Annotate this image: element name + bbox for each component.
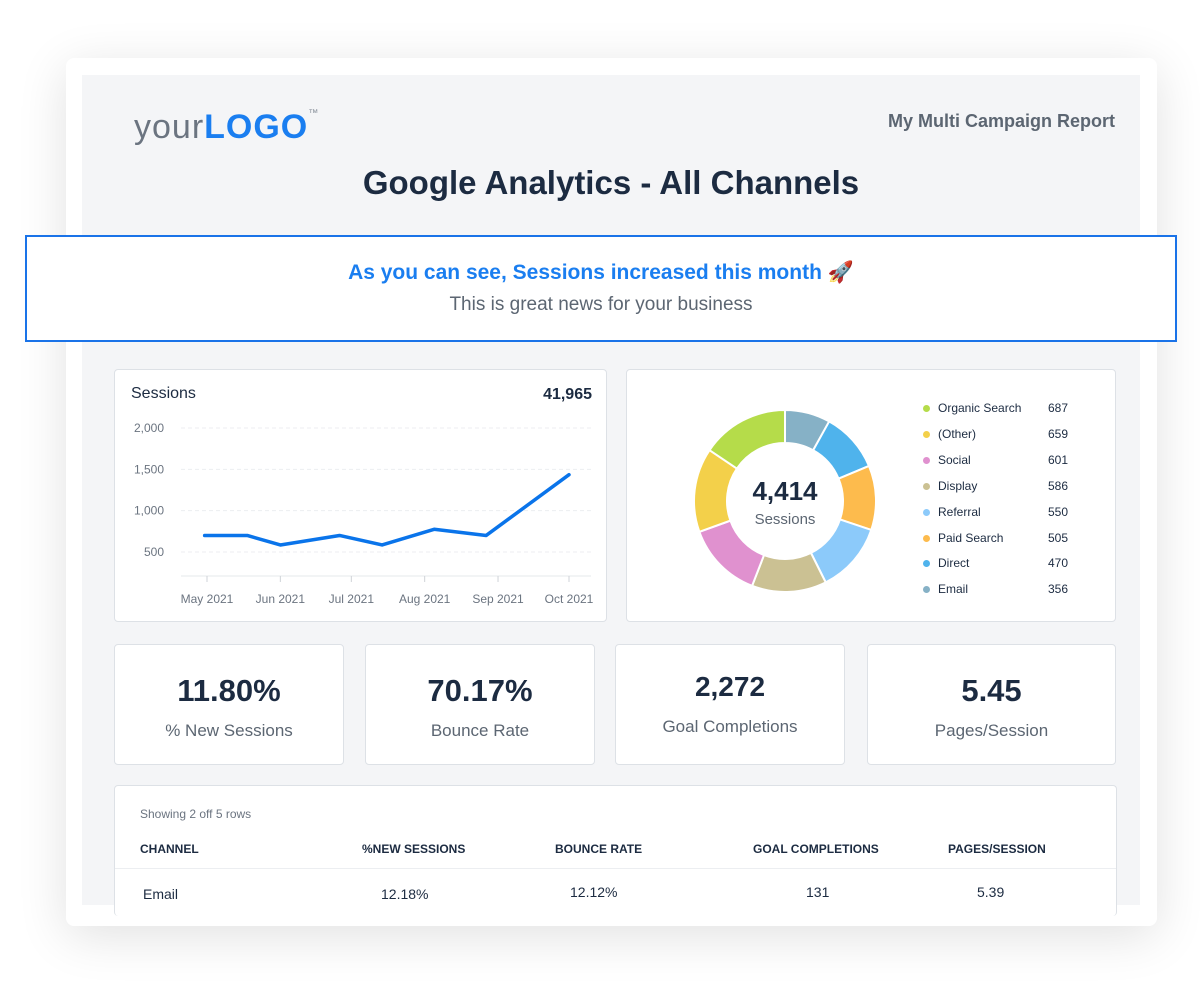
kpi-value: 5.45 xyxy=(961,673,1022,708)
legend-value: 586 xyxy=(1047,478,1068,493)
page-title: Google Analytics - All Channels xyxy=(362,164,860,201)
legend-dot xyxy=(923,405,930,412)
table-divider xyxy=(115,868,1116,869)
logo-text-bold: LOGO xyxy=(204,108,309,146)
channels-donut-card: 4,414 Sessions Organic Search 687 (Other) 6… xyxy=(626,369,1116,622)
legend-label: Display xyxy=(938,478,978,493)
legend-value: 659 xyxy=(1047,426,1068,441)
kpi-pages-session: 5.45 Pages/Session xyxy=(867,644,1116,765)
x-tick-label: Oct 2021 xyxy=(545,592,594,606)
legend-dot xyxy=(923,586,930,594)
kpi-bounce-rate: 70.17% Bounce Rate xyxy=(365,644,595,765)
legend-label: (Other) xyxy=(938,426,977,441)
legend-label: Social xyxy=(938,452,971,467)
kpi-goal-completions: 2,272 Goal Completions xyxy=(615,644,845,765)
y-tick-label: 1,500 xyxy=(134,462,164,476)
x-tick-label: Jun 2021 xyxy=(256,592,306,606)
sessions-line-chart: 500 1,000 1,500 2,000 May 2021 Jun 2021 Jul 20… xyxy=(134,421,594,606)
x-tick-label: Aug 2021 xyxy=(399,592,451,606)
x-tick-label: May 2021 xyxy=(181,592,234,606)
legend-value: 687 xyxy=(1047,401,1068,415)
x-tick-label: Jul 2021 xyxy=(329,592,375,606)
cell-channel: Email xyxy=(143,886,179,902)
column-header-new-sessions[interactable]: %NEW SESSIONS xyxy=(362,842,466,856)
cell-goal-completions: 131 xyxy=(806,884,830,900)
insight-banner: As you can see, Sessions increased this … xyxy=(25,235,1177,342)
legend-value: 356 xyxy=(1047,582,1068,597)
chart-title: Sessions xyxy=(131,385,196,402)
legend-label: Paid Search xyxy=(938,530,1004,545)
channels-donut-chart xyxy=(693,408,877,593)
legend-value: 550 xyxy=(1047,504,1068,519)
kpi-label: Bounce Rate xyxy=(430,721,530,740)
x-tick-label: Sep 2021 xyxy=(472,592,524,606)
kpi-label: Goal Completions xyxy=(662,717,798,736)
kpi-label: % New Sessions xyxy=(165,721,293,740)
legend-dot xyxy=(923,534,930,542)
legend-dot xyxy=(923,508,930,516)
legend-dot xyxy=(923,456,930,464)
legend-dot xyxy=(923,430,930,438)
y-tick-label: 2,000 xyxy=(134,421,164,435)
legend-value: 470 xyxy=(1047,556,1068,571)
column-header-goal-completions[interactable]: GOAL COMPLETIONS xyxy=(753,842,879,856)
legend-value: 601 xyxy=(1047,452,1068,467)
kpi-new-sessions: 11.80% % New Sessions xyxy=(114,644,344,765)
donut-slice-organic-search xyxy=(708,408,786,470)
legend-label: Referral xyxy=(938,504,981,519)
column-header-pages-session[interactable]: PAGES/SESSION xyxy=(948,842,1046,856)
legend-dot xyxy=(923,560,930,568)
donut-center-value: 4,414 xyxy=(752,476,818,506)
banner-subtext: This is great news for your business xyxy=(449,294,753,315)
sessions-total: 41,965 xyxy=(543,386,592,403)
column-header-bounce-rate[interactable]: BOUNCE RATE xyxy=(555,842,643,856)
report-title: My Multi Campaign Report xyxy=(887,111,1115,131)
banner-headline: As you can see, Sessions increased this … xyxy=(348,261,854,284)
donut-center-label: Sessions xyxy=(754,511,816,528)
legend-label: Organic Search xyxy=(938,401,1022,415)
donut-slice-social xyxy=(698,519,766,588)
logo-tm: ™ xyxy=(308,108,320,119)
cell-bounce-rate: 12.12% xyxy=(570,884,618,900)
table-caption: Showing 2 off 5 rows xyxy=(140,807,252,821)
logo-text: your xyxy=(134,108,205,146)
legend-label: Email xyxy=(938,582,969,597)
legend-value: 505 xyxy=(1047,530,1068,545)
channels-table: Showing 2 off 5 rows CHANNEL %NEW SESSIO… xyxy=(114,785,1117,916)
kpi-label: Pages/Session xyxy=(934,721,1049,740)
sessions-line xyxy=(202,472,571,547)
cell-pages-session: 5.39 xyxy=(977,884,1005,900)
legend-dot xyxy=(923,482,930,490)
y-tick-label: 1,000 xyxy=(134,504,164,518)
column-header-channel[interactable]: CHANNEL xyxy=(140,842,199,856)
kpi-value: 70.17% xyxy=(427,673,533,708)
kpi-value: 2,272 xyxy=(694,671,766,702)
sessions-chart-card: Sessions 41,965 500 1,000 1,500 2,000 May 20… xyxy=(114,369,607,622)
y-tick-label: 500 xyxy=(144,545,164,559)
company-logo: yourLOGO™ xyxy=(134,108,319,147)
legend-label: Direct xyxy=(938,556,970,571)
kpi-value: 11.80% xyxy=(177,673,281,708)
cell-new-sessions: 12.18% xyxy=(381,886,429,902)
